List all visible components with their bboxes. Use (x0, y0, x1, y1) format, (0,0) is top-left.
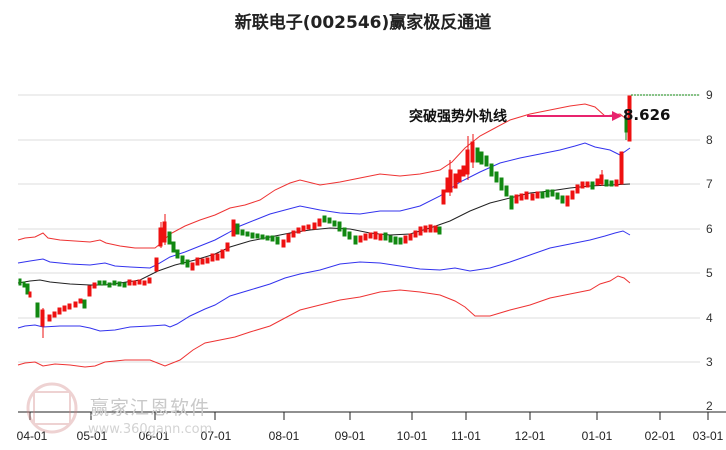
x-tick-label: 02-01 (644, 429, 676, 443)
watermark-url: www.360gann.com (88, 422, 213, 437)
x-tick-label: 04-01 (16, 429, 48, 443)
x-tick-label: 07-01 (200, 429, 232, 443)
outer-lower-band (17, 275, 631, 368)
x-tick-label: 09-01 (334, 429, 366, 443)
y-tick-3: 3 (706, 355, 713, 369)
x-tick-label: 06-01 (138, 429, 170, 443)
last-price-label: 8.626 (623, 106, 671, 124)
watermark-seal-icon (26, 382, 78, 434)
chart-title: 新联电子(002546)赢家极反通道 (234, 13, 492, 33)
y-tick-6: 6 (706, 222, 713, 236)
y-tick-2: 2 (706, 399, 713, 413)
middle-line (17, 183, 631, 286)
candlesticks (18, 95, 632, 338)
y-tick-9: 9 (706, 88, 713, 102)
inner-upper-band (17, 142, 631, 269)
y-tick-4: 4 (706, 311, 713, 325)
annotation-arrow-icon (527, 111, 622, 121)
breakout-annotation: 突破强势外轨线 (409, 109, 507, 125)
y-tick-8: 8 (706, 133, 713, 147)
x-tick-label: 01-01 (581, 429, 613, 443)
outer-upper-band (17, 103, 626, 249)
x-tick-label: 12-01 (514, 429, 546, 443)
watermark-brand: 赢家江恩软件 (90, 397, 211, 419)
x-tick-label: 05-01 (76, 429, 108, 443)
x-tick-label: 10-01 (396, 429, 428, 443)
y-tick-7: 7 (706, 177, 713, 191)
grid-lines (18, 94, 700, 363)
x-ticks (29, 412, 709, 420)
y-tick-5: 5 (706, 266, 713, 280)
x-tick-label: 11-01 (451, 429, 481, 443)
inner-lower-band (17, 230, 631, 332)
x-tick-label: 03-01 (692, 429, 724, 443)
x-tick-label: 08-01 (268, 429, 300, 443)
